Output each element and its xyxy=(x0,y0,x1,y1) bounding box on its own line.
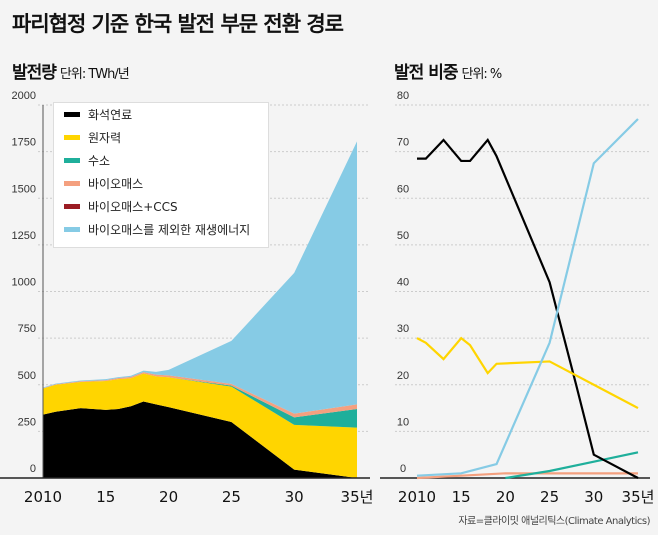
x-tick-label: 15 xyxy=(452,488,471,506)
y-tick-label: 1500 xyxy=(12,183,36,195)
y-tick-label: 2000 xyxy=(12,90,36,102)
area-3 xyxy=(43,372,357,418)
x-tick-label: 30 xyxy=(584,488,603,506)
legend-item: 수소 xyxy=(54,149,268,172)
legend-label: 화석연료 xyxy=(88,108,133,122)
x-tick-label: 35년 xyxy=(341,488,374,506)
x-tick-label: 35년 xyxy=(622,488,655,506)
left-chart-title: 발전량 단위: TWh/년 xyxy=(12,63,130,83)
y-tick-label: 750 xyxy=(18,323,36,335)
legend-swatch xyxy=(64,227,80,232)
x-tick-label: 30 xyxy=(285,488,304,506)
legend-swatch xyxy=(64,181,80,186)
area-2 xyxy=(43,373,357,428)
y-tick-label: 250 xyxy=(18,416,36,428)
y-tick-label: 80 xyxy=(397,90,409,102)
page-title: 파리협정 기준 한국 발전 부문 전환 경로 xyxy=(12,12,344,36)
y-tick-label: 40 xyxy=(397,277,409,289)
legend-label: 바이오매스+CCS xyxy=(88,200,178,214)
legend-swatch xyxy=(64,204,80,209)
legend-item: 바이오매스를 제외한 재생에너지 xyxy=(54,218,268,241)
x-tick-label: 2010 xyxy=(398,488,436,506)
x-tick-label: 20 xyxy=(159,488,178,506)
x-tick-label: 20 xyxy=(496,488,515,506)
legend-item: 화석연료 xyxy=(54,103,268,126)
line-3 xyxy=(416,472,638,480)
legend-item: 바이오매스+CCS xyxy=(54,195,268,218)
y-tick-label: 50 xyxy=(397,230,409,242)
y-tick-label: 1000 xyxy=(12,277,36,289)
x-tick-label: 2010 xyxy=(24,488,62,506)
line-4 xyxy=(416,118,639,477)
right-unit: 단위: % xyxy=(461,67,502,82)
legend-label: 수소 xyxy=(88,154,111,168)
legend-item: 바이오매스 xyxy=(54,172,268,195)
x-tick-label: 25 xyxy=(222,488,241,506)
legend-label: 원자력 xyxy=(88,131,122,145)
y-tick-label: 10 xyxy=(397,416,409,428)
line-0 xyxy=(417,138,639,479)
line-1 xyxy=(416,336,639,410)
legend-swatch xyxy=(64,112,80,117)
source: 자료=클라이밋 애널리틱스(Climate Analytics) xyxy=(458,516,650,527)
legend-swatch xyxy=(64,135,80,140)
legend-item: 원자력 xyxy=(54,126,268,149)
left-unit: 단위: TWh/년 xyxy=(59,67,130,82)
y-tick-label: 30 xyxy=(397,323,409,335)
legend-swatch xyxy=(64,158,80,163)
area-1 xyxy=(43,373,357,478)
y-tick-label: 20 xyxy=(397,370,409,382)
area-5 xyxy=(43,141,357,414)
y-tick-label: 70 xyxy=(397,137,409,149)
legend-label: 바이오매스를 제외한 재생에너지 xyxy=(88,223,251,237)
area-0 xyxy=(43,401,357,478)
right-chart-title: 발전 비중 단위: % xyxy=(394,63,502,83)
y-tick-label: 0 xyxy=(400,463,406,475)
y-tick-label: 60 xyxy=(397,183,409,195)
line-2 xyxy=(505,451,639,480)
y-tick-label: 1750 xyxy=(12,137,36,149)
x-tick-label: 25 xyxy=(540,488,559,506)
x-tick-label: 15 xyxy=(96,488,115,506)
y-tick-label: 0 xyxy=(30,463,36,475)
y-tick-label: 500 xyxy=(18,370,36,382)
legend-label: 바이오매스 xyxy=(88,177,144,191)
y-tick-label: 1250 xyxy=(12,230,36,242)
